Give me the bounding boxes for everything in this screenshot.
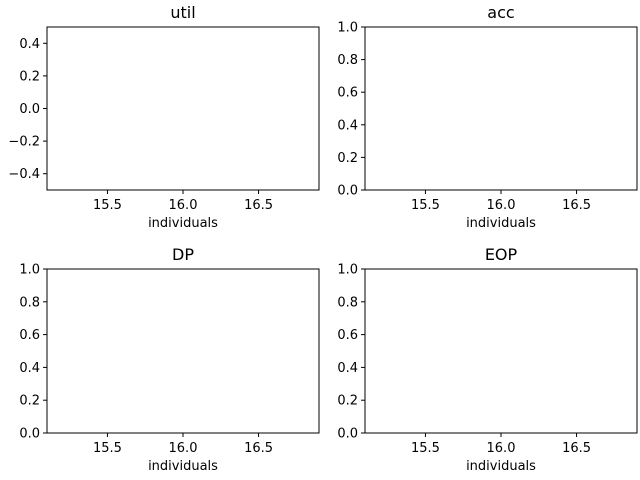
y-tick-label: 0.6 — [337, 328, 358, 343]
y-tick-label: 0.8 — [337, 295, 358, 310]
y-tick-label: 0.0 — [19, 102, 40, 117]
subplot-2: DP 15.5 16.0 16.5 0.0 0.2 0.4 0.6 0.8 1.0 individu… — [19, 245, 320, 474]
chart-title: DP — [172, 245, 194, 264]
x-tick-label: 16.5 — [562, 441, 591, 456]
y-tick-label: 0.0 — [337, 427, 358, 442]
y-tick-label: 1.0 — [337, 263, 358, 278]
x-tick-label: 15.5 — [93, 198, 122, 213]
x-tick-label: 16.5 — [244, 198, 273, 213]
y-tick-label: 0.2 — [19, 394, 40, 409]
x-axis-label: individuals — [148, 216, 218, 231]
x-axis-label: individuals — [466, 459, 536, 474]
x-tick-label: 15.5 — [93, 441, 122, 456]
x-tick-label: 16.5 — [244, 441, 273, 456]
y-tick-label: 1.0 — [19, 263, 40, 278]
x-tick-label: 16.0 — [169, 441, 198, 456]
x-axis-label: individuals — [148, 459, 218, 474]
y-tick-label: 0.4 — [337, 361, 358, 376]
x-axis-label: individuals — [466, 216, 536, 231]
subplot-1: acc 15.5 16.0 16.5 0.0 0.2 0.4 0.6 0.8 1.0 individ… — [337, 3, 638, 231]
chart-title: util — [170, 3, 195, 22]
y-tick-label: 0.8 — [337, 53, 358, 68]
x-tick-label: 16.0 — [487, 198, 516, 213]
plot-area — [46, 26, 320, 191]
x-tick-label: 15.5 — [411, 198, 440, 213]
y-tick-label: −0.4 — [8, 167, 40, 182]
chart-title: acc — [487, 3, 514, 22]
y-tick-label: 0.4 — [19, 361, 40, 376]
plot-area — [364, 268, 638, 434]
y-tick-label: 0.2 — [337, 394, 358, 409]
x-tick-label: 16.0 — [169, 198, 198, 213]
x-tick-label: 15.5 — [411, 441, 440, 456]
y-tick-label: 0.4 — [337, 118, 358, 133]
y-tick-label: 0.6 — [337, 86, 358, 101]
y-tick-label: 0.2 — [337, 151, 358, 166]
y-tick-label: 0.8 — [19, 295, 40, 310]
y-tick-label: 0.6 — [19, 328, 40, 343]
x-tick-label: 16.0 — [487, 441, 516, 456]
subplot-0: util 15.5 16.0 16.5 −0.4 −0.2 0.0 0.2 0.4 individ… — [8, 3, 320, 231]
y-tick-label: 0.0 — [19, 427, 40, 442]
chart-title: EOP — [485, 245, 518, 264]
y-tick-label: 1.0 — [337, 21, 358, 36]
y-tick-label: −0.2 — [8, 135, 40, 150]
subplot-3: EOP 15.5 16.0 16.5 0.0 0.2 0.4 0.6 0.8 1.0 individ… — [337, 245, 638, 474]
y-tick-label: 0.4 — [19, 37, 40, 52]
y-tick-label: 0.0 — [337, 184, 358, 199]
plot-area — [46, 268, 320, 434]
plot-area — [364, 26, 638, 191]
x-tick-label: 16.5 — [562, 198, 591, 213]
y-tick-label: 0.2 — [19, 69, 40, 84]
